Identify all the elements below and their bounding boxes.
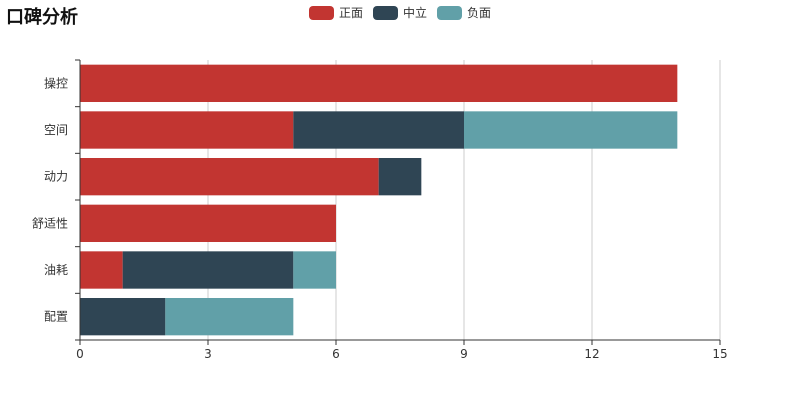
- bar-油耗-正面[interactable]: [80, 251, 123, 289]
- legend-label-neutral: 中立: [402, 6, 427, 20]
- bar-舒适性-正面[interactable]: [80, 204, 336, 242]
- bar-动力-中立[interactable]: [378, 158, 422, 196]
- x-tick-label-15: 15: [712, 347, 727, 361]
- y-tick-label-舒适性: 舒适性: [32, 216, 68, 230]
- legend: 正面 中立 负面: [0, 4, 800, 21]
- y-tick-label-动力: 动力: [44, 170, 68, 184]
- x-tick-label-0: 0: [76, 347, 84, 361]
- x-tick-label-12: 12: [584, 347, 599, 361]
- legend-item-negative[interactable]: 负面: [437, 4, 491, 21]
- bar-配置-负面[interactable]: [165, 298, 294, 336]
- legend-swatch-neutral: [372, 5, 398, 20]
- legend-label-positive: 正面: [338, 6, 363, 20]
- bar-空间-中立[interactable]: [293, 111, 464, 149]
- y-tick-label-空间: 空间: [44, 123, 68, 137]
- bar-空间-正面[interactable]: [80, 111, 294, 149]
- chart-title: 口碑分析: [6, 7, 78, 28]
- legend-swatch-positive: [308, 5, 334, 20]
- y-tick-label-操控: 操控: [44, 75, 68, 90]
- x-tick-label-9: 9: [460, 347, 468, 361]
- x-tick-label-6: 6: [332, 347, 340, 361]
- legend-item-positive[interactable]: 正面: [308, 4, 363, 21]
- bar-动力-正面[interactable]: [80, 158, 379, 196]
- bar-配置-中立[interactable]: [80, 298, 166, 336]
- legend-item-neutral[interactable]: 中立: [372, 4, 427, 21]
- bar-油耗-负面[interactable]: [293, 251, 336, 289]
- legend-label-negative: 负面: [467, 6, 492, 20]
- bar-油耗-中立[interactable]: [122, 251, 294, 289]
- x-tick-label-3: 3: [204, 347, 212, 361]
- y-tick-label-油耗: 油耗: [44, 263, 68, 277]
- legend-swatch-negative: [437, 5, 462, 20]
- y-tick-label-配置: 配置: [44, 310, 68, 324]
- bar-操控-正面[interactable]: [80, 64, 678, 102]
- bar-空间-负面[interactable]: [464, 111, 678, 149]
